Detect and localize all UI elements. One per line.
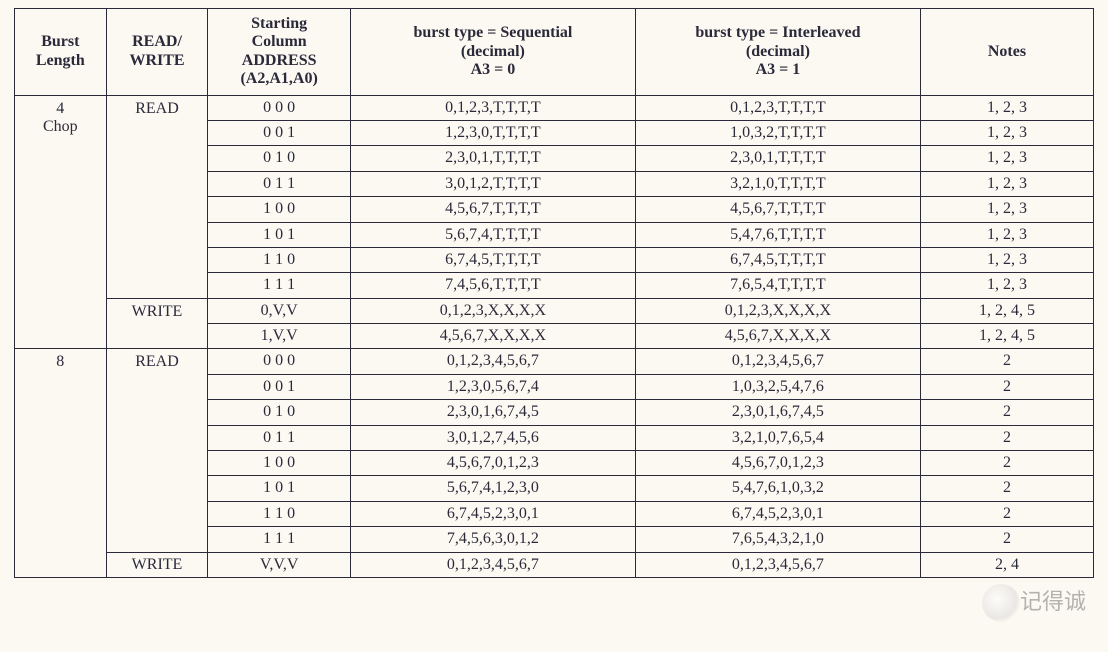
address-cell: 1,V,V [208, 324, 351, 349]
sequential-cell: 0,1,2,3,T,T,T,T [350, 95, 635, 120]
address-cell: 0 0 0 [208, 349, 351, 374]
burst-length-cell: 4Chop [15, 95, 107, 349]
table-row: 4ChopREAD0 0 00,1,2,3,T,T,T,T0,1,2,3,T,T… [15, 95, 1094, 120]
address-cell: 0 0 1 [208, 374, 351, 399]
sequential-cell: 0,1,2,3,4,5,6,7 [350, 552, 635, 577]
header-notes: Notes [920, 9, 1093, 96]
notes-cell: 1, 2, 3 [920, 222, 1093, 247]
notes-cell: 1, 2, 3 [920, 247, 1093, 272]
address-cell: 1 0 1 [208, 476, 351, 501]
sequential-cell: 0,1,2,3,4,5,6,7 [350, 349, 635, 374]
address-cell: 0 1 1 [208, 425, 351, 450]
read-write-cell: READ [106, 349, 208, 552]
address-cell: V,V,V [208, 552, 351, 577]
address-cell: 1 0 1 [208, 222, 351, 247]
sequential-cell: 5,6,7,4,1,2,3,0 [350, 476, 635, 501]
sequential-cell: 6,7,4,5,T,T,T,T [350, 247, 635, 272]
read-write-cell: WRITE [106, 298, 208, 349]
address-cell: 1 0 0 [208, 451, 351, 476]
watermark-text: 记得诚 [1020, 589, 1086, 614]
interleaved-cell: 4,5,6,7,X,X,X,X [635, 324, 920, 349]
interleaved-cell: 0,1,2,3,X,X,X,X [635, 298, 920, 323]
sequential-cell: 5,6,7,4,T,T,T,T [350, 222, 635, 247]
interleaved-cell: 6,7,4,5,T,T,T,T [635, 247, 920, 272]
header-read-write: READ/WRITE [106, 9, 208, 96]
address-cell: 0 1 0 [208, 400, 351, 425]
interleaved-cell: 3,2,1,0,T,T,T,T [635, 171, 920, 196]
sequential-cell: 4,5,6,7,0,1,2,3 [350, 451, 635, 476]
address-cell: 0 1 0 [208, 146, 351, 171]
notes-cell: 2 [920, 527, 1093, 552]
address-cell: 0 0 1 [208, 120, 351, 145]
interleaved-cell: 7,6,5,4,3,2,1,0 [635, 527, 920, 552]
notes-cell: 1, 2, 3 [920, 146, 1093, 171]
interleaved-cell: 0,1,2,3,T,T,T,T [635, 95, 920, 120]
sequential-cell: 3,0,1,2,7,4,5,6 [350, 425, 635, 450]
burst-order-table: BurstLength READ/WRITE StartingColumnADD… [14, 8, 1094, 578]
notes-cell: 1, 2, 3 [920, 95, 1093, 120]
address-cell: 0,V,V [208, 298, 351, 323]
interleaved-cell: 3,2,1,0,7,6,5,4 [635, 425, 920, 450]
sequential-cell: 2,3,0,1,T,T,T,T [350, 146, 635, 171]
address-cell: 1 0 0 [208, 197, 351, 222]
header-interleaved: burst type = Interleaved(decimal)A3 = 1 [635, 9, 920, 96]
notes-cell: 1, 2, 3 [920, 273, 1093, 298]
interleaved-cell: 6,7,4,5,2,3,0,1 [635, 501, 920, 526]
sequential-cell: 4,5,6,7,T,T,T,T [350, 197, 635, 222]
interleaved-cell: 5,4,7,6,1,0,3,2 [635, 476, 920, 501]
address-cell: 1 1 0 [208, 501, 351, 526]
interleaved-cell: 4,5,6,7,0,1,2,3 [635, 451, 920, 476]
interleaved-cell: 0,1,2,3,4,5,6,7 [635, 552, 920, 577]
notes-cell: 2 [920, 501, 1093, 526]
interleaved-cell: 1,0,3,2,T,T,T,T [635, 120, 920, 145]
interleaved-cell: 4,5,6,7,T,T,T,T [635, 197, 920, 222]
sequential-cell: 1,2,3,0,T,T,T,T [350, 120, 635, 145]
header-address: StartingColumnADDRESS(A2,A1,A0) [208, 9, 351, 96]
address-cell: 1 1 1 [208, 527, 351, 552]
table-row: WRITEV,V,V0,1,2,3,4,5,6,70,1,2,3,4,5,6,7… [15, 552, 1094, 577]
watermark: 记得诚 [982, 584, 1086, 622]
notes-cell: 2 [920, 425, 1093, 450]
table-header-row: BurstLength READ/WRITE StartingColumnADD… [15, 9, 1094, 96]
notes-cell: 1, 2, 4, 5 [920, 298, 1093, 323]
sequential-cell: 1,2,3,0,5,6,7,4 [350, 374, 635, 399]
notes-cell: 1, 2, 3 [920, 197, 1093, 222]
interleaved-cell: 5,4,7,6,T,T,T,T [635, 222, 920, 247]
notes-cell: 2 [920, 374, 1093, 399]
sequential-cell: 7,4,5,6,T,T,T,T [350, 273, 635, 298]
notes-cell: 2, 4 [920, 552, 1093, 577]
address-cell: 1 1 1 [208, 273, 351, 298]
notes-cell: 2 [920, 349, 1093, 374]
interleaved-cell: 7,6,5,4,T,T,T,T [635, 273, 920, 298]
notes-cell: 2 [920, 400, 1093, 425]
interleaved-cell: 2,3,0,1,T,T,T,T [635, 146, 920, 171]
address-cell: 1 1 0 [208, 247, 351, 272]
notes-cell: 2 [920, 476, 1093, 501]
burst-length-cell: 8 [15, 349, 107, 578]
sequential-cell: 0,1,2,3,X,X,X,X [350, 298, 635, 323]
sequential-cell: 3,0,1,2,T,T,T,T [350, 171, 635, 196]
interleaved-cell: 2,3,0,1,6,7,4,5 [635, 400, 920, 425]
table-row: WRITE0,V,V0,1,2,3,X,X,X,X0,1,2,3,X,X,X,X… [15, 298, 1094, 323]
notes-cell: 1, 2, 3 [920, 120, 1093, 145]
table-row: 8READ0 0 00,1,2,3,4,5,6,70,1,2,3,4,5,6,7… [15, 349, 1094, 374]
read-write-cell: READ [106, 95, 208, 298]
notes-cell: 1, 2, 4, 5 [920, 324, 1093, 349]
sequential-cell: 6,7,4,5,2,3,0,1 [350, 501, 635, 526]
interleaved-cell: 0,1,2,3,4,5,6,7 [635, 349, 920, 374]
watermark-bubble-icon [982, 584, 1020, 622]
header-burst-length: BurstLength [15, 9, 107, 96]
interleaved-cell: 1,0,3,2,5,4,7,6 [635, 374, 920, 399]
read-write-cell: WRITE [106, 552, 208, 577]
notes-cell: 2 [920, 451, 1093, 476]
sequential-cell: 7,4,5,6,3,0,1,2 [350, 527, 635, 552]
address-cell: 0 1 1 [208, 171, 351, 196]
notes-cell: 1, 2, 3 [920, 171, 1093, 196]
address-cell: 0 0 0 [208, 95, 351, 120]
sequential-cell: 2,3,0,1,6,7,4,5 [350, 400, 635, 425]
sequential-cell: 4,5,6,7,X,X,X,X [350, 324, 635, 349]
header-sequential: burst type = Sequential(decimal)A3 = 0 [350, 9, 635, 96]
